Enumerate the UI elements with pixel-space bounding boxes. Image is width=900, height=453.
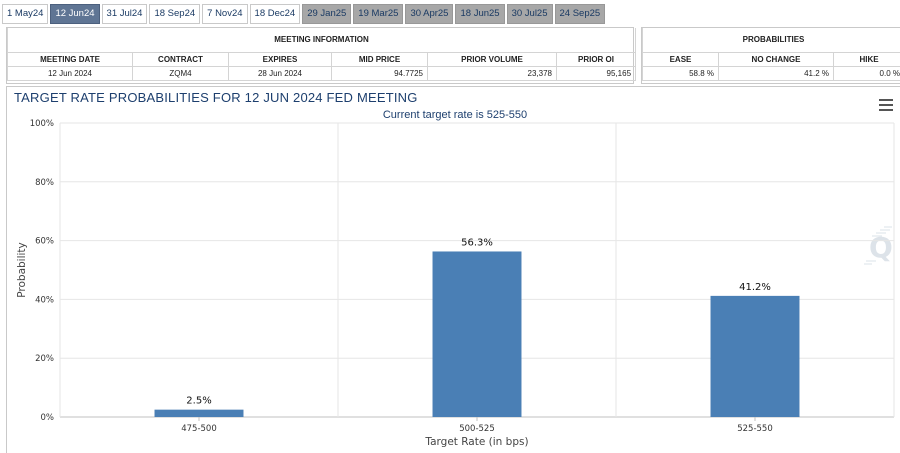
hamburger-menu-icon[interactable] — [879, 99, 893, 111]
hike-header: HIKE — [833, 51, 900, 67]
prior-volume-header: PRIOR VOLUME — [427, 51, 557, 67]
chart-title: TARGET RATE PROBABILITIES FOR 12 JUN 202… — [14, 90, 418, 105]
bar-525-550 — [710, 295, 800, 417]
tab-12-jun24[interactable]: 12 Jun24 — [50, 4, 100, 24]
q-logo-icon: Q — [864, 226, 893, 265]
meeting-information-caption: MEETING INFORMATION — [6, 28, 637, 53]
tab-29-jan25[interactable]: 29 Jan25 — [302, 4, 352, 24]
y-axis-title: Probability — [16, 242, 28, 298]
y-tick-label: 60% — [35, 237, 54, 247]
svg-text:Q: Q — [869, 231, 893, 264]
bar-chart: 0% 20% 40% 60% 80% 100% 2.5% 475-500 56.3% 500-52… — [16, 119, 895, 448]
bar-500-525 — [432, 251, 522, 417]
mid-price-value: 94.7725 — [331, 65, 428, 81]
y-tick-label: 20% — [35, 354, 54, 364]
x-tick-label: 500-525 — [459, 424, 495, 434]
probabilities-table: PROBABILITIES EASE NO CHANGE HIKE 58.8 %… — [641, 27, 900, 84]
meeting-information-table: MEETING INFORMATION MEETING DATE CONTRAC… — [6, 27, 637, 84]
bar-475-500 — [154, 409, 244, 417]
contract-header: CONTRACT — [132, 51, 229, 67]
tab-18-jun25[interactable]: 18 Jun25 — [455, 4, 505, 24]
probabilities-caption: PROBABILITIES — [642, 28, 900, 53]
tab-18-dec24[interactable]: 18 Dec24 — [249, 4, 301, 24]
chart-subtitle: Current target rate is 525-550 — [382, 109, 528, 121]
y-tick-label: 40% — [35, 295, 54, 305]
tab-30-apr25[interactable]: 30 Apr25 — [405, 4, 454, 24]
ease-header: EASE — [642, 51, 719, 67]
tab-18-sep24[interactable]: 18 Sep24 — [149, 4, 201, 24]
meeting-date-header: MEETING DATE — [7, 51, 133, 67]
tab-24-sep25[interactable]: 24 Sep25 — [554, 4, 606, 24]
ease-value: 58.8 % — [642, 65, 719, 81]
meeting-tabs: 1 May24 12 Jun24 31 Jul24 18 Sep24 7 Nov24 18… — [2, 4, 606, 24]
expires-value: 28 Jun 2024 — [228, 65, 332, 81]
tab-30-jul25[interactable]: 30 Jul25 — [506, 4, 553, 24]
x-axis-title: Target Rate (in bps) — [424, 436, 528, 448]
expires-header: EXPIRES — [228, 51, 332, 67]
tab-31-jul24[interactable]: 31 Jul24 — [101, 4, 148, 24]
chart-panel: TARGET RATE PROBABILITIES FOR 12 JUN 202… — [6, 86, 900, 453]
no-change-value: 41.2 % — [718, 65, 834, 81]
mid-price-header: MID PRICE — [331, 51, 428, 67]
meeting-date-value: 12 Jun 2024 — [7, 65, 133, 81]
contract-value: ZQM4 — [132, 65, 229, 81]
hike-value: 0.0 % — [833, 65, 900, 81]
data-label: 2.5% — [186, 396, 211, 407]
data-label: 41.2% — [739, 282, 771, 293]
tab-7-nov24[interactable]: 7 Nov24 — [202, 4, 248, 24]
no-change-header: NO CHANGE — [718, 51, 834, 67]
y-tick-label: 0% — [41, 413, 55, 423]
y-tick-label: 100% — [30, 119, 54, 129]
data-label: 56.3% — [461, 237, 493, 248]
tab-19-mar25[interactable]: 19 Mar25 — [353, 4, 404, 24]
prior-oi-header: PRIOR OI — [555, 51, 637, 67]
tab-1-may24[interactable]: 1 May24 — [2, 4, 49, 24]
prior-volume-value: 23,378 — [427, 65, 557, 81]
prior-oi-value: 95,165 — [555, 65, 637, 81]
y-tick-label: 80% — [35, 178, 54, 188]
x-tick-label: 475-500 — [181, 424, 217, 434]
x-tick-label: 525-550 — [737, 424, 773, 434]
